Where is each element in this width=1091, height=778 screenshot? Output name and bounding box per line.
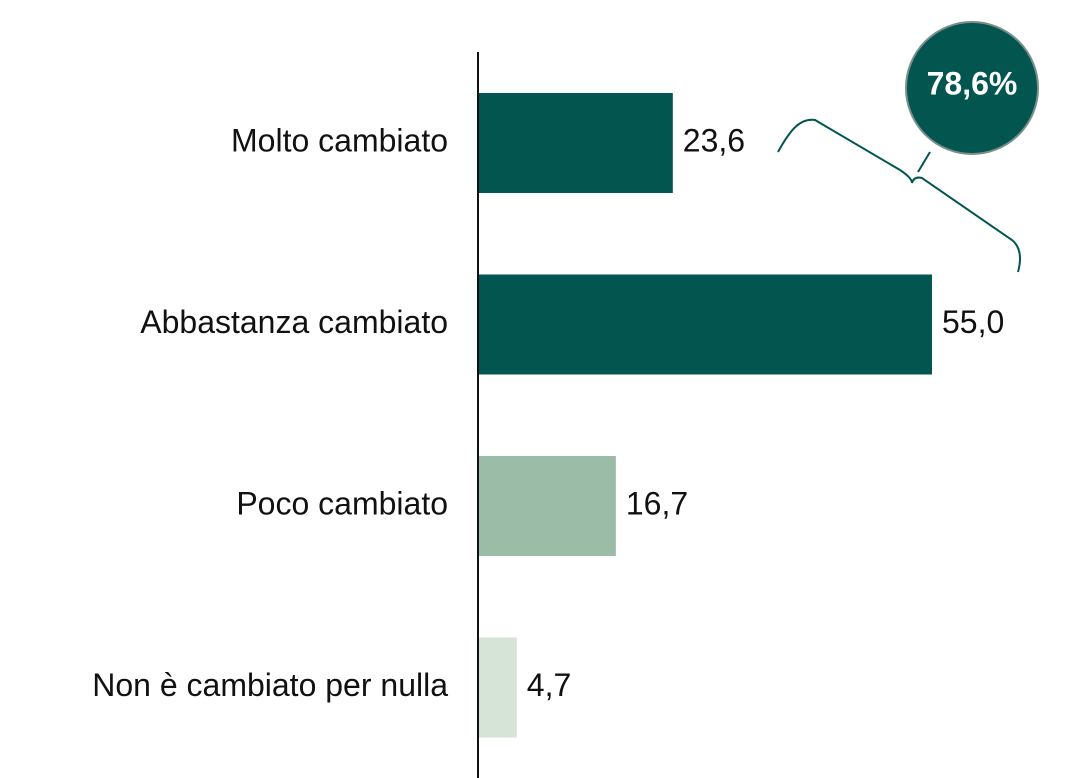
category-label: Abbastanza cambiato [140,304,448,340]
category-label: Molto cambiato [231,122,448,158]
category-label: Non è cambiato per nulla [92,667,448,703]
bar [478,456,616,556]
category-label: Poco cambiato [236,485,448,521]
bar [478,93,673,193]
annotation-bubble [905,21,1039,155]
value-label: 4,7 [527,667,571,703]
value-label: 16,7 [626,485,688,521]
annotation: 78,6% [927,65,1018,101]
pointer [917,151,931,173]
bar [478,637,517,738]
value-label: 55,0 [942,304,1004,340]
brace [777,118,1021,273]
bar [478,274,932,375]
value-label: 23,6 [683,122,745,158]
